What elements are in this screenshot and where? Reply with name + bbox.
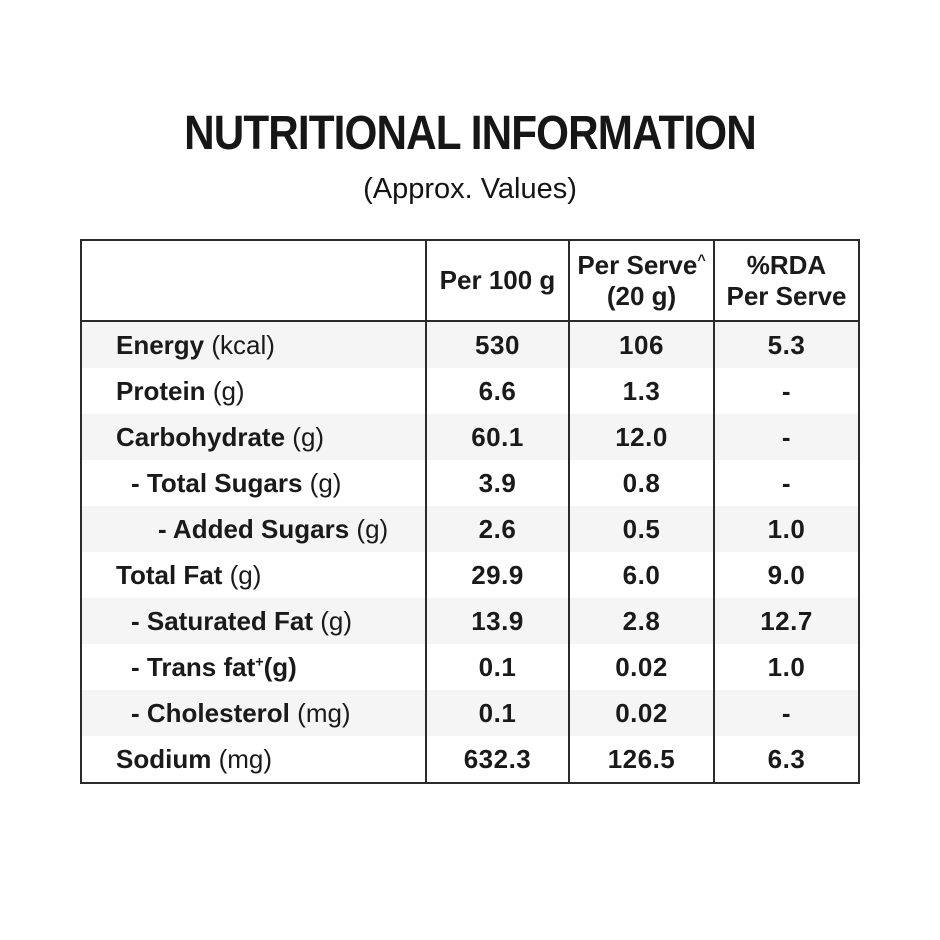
table-row: - Added Sugars (g) 2.6 0.5 1.0 bbox=[81, 506, 859, 552]
value-rda-per-serve: - bbox=[713, 460, 859, 506]
table-row: Energy (kcal) 530 106 5.3 bbox=[81, 321, 859, 368]
nutrient-unit: (g) bbox=[356, 513, 389, 544]
nutrient-name: - Trans fat bbox=[131, 651, 256, 682]
nutrient-unit: (kcal) bbox=[211, 329, 275, 360]
value-per-100g: 13.9 bbox=[425, 598, 569, 644]
nutrition-table: Per 100 g Per Serve^ (20 g) %RDA Per Ser… bbox=[80, 239, 860, 784]
nutrient-name: - Total Sugars bbox=[131, 467, 303, 498]
value-rda-per-serve: 12.7 bbox=[713, 598, 859, 644]
header-per-serve: Per Serve^ (20 g) bbox=[568, 240, 714, 322]
value-per-serve: 126.5 bbox=[568, 736, 714, 783]
value-per-100g: 60.1 bbox=[425, 414, 569, 460]
nutrient-name: Total Fat bbox=[116, 559, 223, 590]
header-per-serve-label: Per Serve bbox=[577, 249, 698, 280]
nutrient-unit: (mg) bbox=[218, 743, 273, 774]
page-subtitle: (Approx. Values) bbox=[363, 173, 577, 205]
value-rda-per-serve: 1.0 bbox=[713, 506, 859, 552]
value-per-100g: 632.3 bbox=[425, 736, 569, 783]
nutrient-unit: (g) bbox=[263, 651, 297, 682]
value-per-serve: 0.02 bbox=[568, 690, 714, 736]
value-per-serve: 6.0 bbox=[568, 552, 714, 598]
nutrient-unit: (g) bbox=[320, 605, 353, 636]
nutrient-unit: (g) bbox=[309, 467, 342, 498]
value-per-serve: 106 bbox=[568, 321, 714, 368]
nutrition-table-body: Energy (kcal) 530 106 5.3 Protein (g) 6.6 1.3-… bbox=[81, 321, 859, 783]
header-item-column bbox=[81, 240, 426, 322]
header-row: Per 100 g Per Serve^ (20 g) %RDA Per Ser… bbox=[81, 240, 859, 322]
nutrient-label: Sodium (mg) bbox=[81, 736, 426, 783]
value-per-100g: 530 bbox=[425, 321, 569, 368]
header-per-100g-label: Per 100 g bbox=[439, 265, 556, 296]
nutrient-unit: (g) bbox=[212, 375, 245, 406]
nutrient-unit: (g) bbox=[292, 421, 325, 452]
page-title: NUTRITIONAL INFORMATION bbox=[184, 107, 757, 160]
nutrient-label: Total Fat (g) bbox=[81, 552, 426, 598]
value-per-serve: 12.0 bbox=[568, 414, 714, 460]
value-per-serve: 0.8 bbox=[568, 460, 714, 506]
table-row: Total Fat (g) 29.9 6.0 9.0 bbox=[81, 552, 859, 598]
nutrient-label: - Added Sugars (g) bbox=[81, 506, 426, 552]
value-per-serve: 0.5 bbox=[568, 506, 714, 552]
table-row: - Cholesterol (mg) 0.1 0.02- bbox=[81, 690, 859, 736]
value-rda-per-serve: 1.0 bbox=[713, 644, 859, 690]
nutrient-label: Protein (g) bbox=[81, 368, 426, 414]
nutrient-name: Energy bbox=[116, 329, 205, 360]
nutrient-name: Sodium bbox=[116, 743, 212, 774]
nutrient-name: - Saturated Fat bbox=[131, 605, 314, 636]
table-row: Sodium (mg) 632.3 126.5 6.3 bbox=[81, 736, 859, 783]
nutrient-label: - Total Sugars (g) bbox=[81, 460, 426, 506]
value-rda-per-serve: - bbox=[713, 690, 859, 736]
value-rda-per-serve: 9.0 bbox=[713, 552, 859, 598]
nutrient-label: Carbohydrate (g) bbox=[81, 414, 426, 460]
nutrition-table-header: Per 100 g Per Serve^ (20 g) %RDA Per Ser… bbox=[81, 240, 859, 322]
nutrient-label: - Trans fat+(g) bbox=[81, 644, 426, 690]
table-row: Carbohydrate (g) 60.1 12.0- bbox=[81, 414, 859, 460]
table-row: Protein (g) 6.6 1.3- bbox=[81, 368, 859, 414]
value-per-100g: 0.1 bbox=[425, 690, 569, 736]
value-per-100g: 2.6 bbox=[425, 506, 569, 552]
nutrient-footnote-mark: + bbox=[255, 653, 264, 670]
value-rda-per-serve: - bbox=[713, 414, 859, 460]
nutrient-label: - Saturated Fat (g) bbox=[81, 598, 426, 644]
value-rda-per-serve: - bbox=[713, 368, 859, 414]
value-per-100g: 3.9 bbox=[425, 460, 569, 506]
table-row: - Saturated Fat (g) 13.9 2.8 12.7 bbox=[81, 598, 859, 644]
header-per-100g: Per 100 g bbox=[425, 240, 569, 322]
value-per-serve: 2.8 bbox=[568, 598, 714, 644]
table-row: - Total Sugars (g) 3.9 0.8- bbox=[81, 460, 859, 506]
nutrient-name: - Added Sugars bbox=[158, 513, 350, 544]
header-rda-label: %RDA bbox=[746, 249, 827, 280]
value-rda-per-serve: 6.3 bbox=[713, 736, 859, 783]
nutrient-unit: (mg) bbox=[297, 697, 351, 728]
value-per-100g: 6.6 bbox=[425, 368, 569, 414]
nutrient-unit: (g) bbox=[229, 559, 262, 590]
nutrient-label: Energy (kcal) bbox=[81, 321, 426, 368]
nutrient-name: Carbohydrate bbox=[116, 421, 286, 452]
value-per-100g: 29.9 bbox=[425, 552, 569, 598]
nutrient-name: Protein bbox=[116, 375, 206, 406]
per-serve-footnote-mark: ^ bbox=[697, 252, 706, 269]
header-rda: %RDA Per Serve bbox=[713, 240, 859, 322]
nutrient-label: - Cholesterol (mg) bbox=[81, 690, 426, 736]
nutrient-name: - Cholesterol bbox=[131, 697, 290, 728]
table-row: - Trans fat+(g) 0.1 0.02 1.0 bbox=[81, 644, 859, 690]
value-per-100g: 0.1 bbox=[425, 644, 569, 690]
value-per-serve: 1.3 bbox=[568, 368, 714, 414]
header-per-serve-size: (20 g) bbox=[606, 280, 677, 311]
value-per-serve: 0.02 bbox=[568, 644, 714, 690]
header-rda-sublabel: Per Serve bbox=[726, 280, 847, 311]
value-rda-per-serve: 5.3 bbox=[713, 321, 859, 368]
